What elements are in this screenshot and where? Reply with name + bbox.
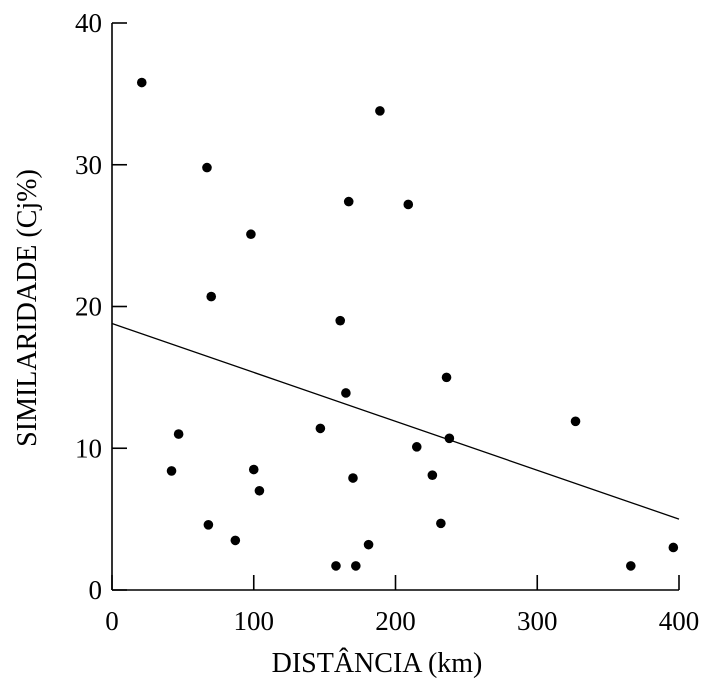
- data-point: [335, 315, 346, 326]
- data-point: [375, 106, 385, 116]
- x-axis: 0 100 200 300 400: [105, 575, 699, 636]
- data-point: [173, 429, 184, 439]
- y-tick-label: 0: [89, 575, 103, 605]
- data-point: [341, 388, 351, 398]
- data-point: [136, 77, 147, 88]
- x-axis-title: DISTÂNCIA (km): [272, 648, 483, 679]
- data-point: [403, 199, 414, 210]
- y-axis-title: SIMILARIDADE (Cj%): [12, 169, 43, 447]
- y-tick-label: 30: [75, 150, 102, 180]
- data-point: [246, 229, 256, 240]
- data-point: [315, 423, 326, 434]
- trendline: [111, 322, 680, 520]
- data-point: [206, 291, 217, 302]
- data-point: [570, 416, 581, 427]
- data-point: [203, 519, 214, 530]
- x-tick-label: 100: [234, 606, 275, 636]
- data-point: [427, 470, 438, 480]
- x-tick-label: 400: [659, 606, 700, 636]
- x-tick-label: 0: [105, 606, 119, 636]
- data-point: [202, 162, 212, 173]
- data-point: [343, 196, 354, 207]
- data-point: [248, 464, 259, 475]
- data-point: [331, 561, 341, 571]
- y-tick-label: 40: [75, 8, 102, 38]
- data-points: [136, 77, 679, 571]
- y-tick-label: 10: [75, 433, 102, 463]
- data-point: [444, 433, 455, 444]
- data-point: [351, 561, 361, 571]
- trendline-layer: [111, 322, 680, 520]
- x-tick-label: 200: [375, 606, 416, 636]
- data-point: [348, 473, 358, 483]
- data-point: [626, 561, 636, 571]
- data-point: [411, 442, 422, 452]
- data-point: [668, 542, 679, 553]
- data-point: [436, 518, 446, 529]
- data-point: [363, 539, 374, 550]
- x-tick-label: 300: [517, 606, 558, 636]
- y-tick-label: 20: [75, 292, 102, 322]
- data-point: [441, 372, 452, 383]
- data-point: [254, 485, 265, 496]
- data-point: [166, 466, 177, 476]
- y-axis: 0 10 20 30 40: [75, 8, 127, 605]
- data-point: [230, 535, 241, 546]
